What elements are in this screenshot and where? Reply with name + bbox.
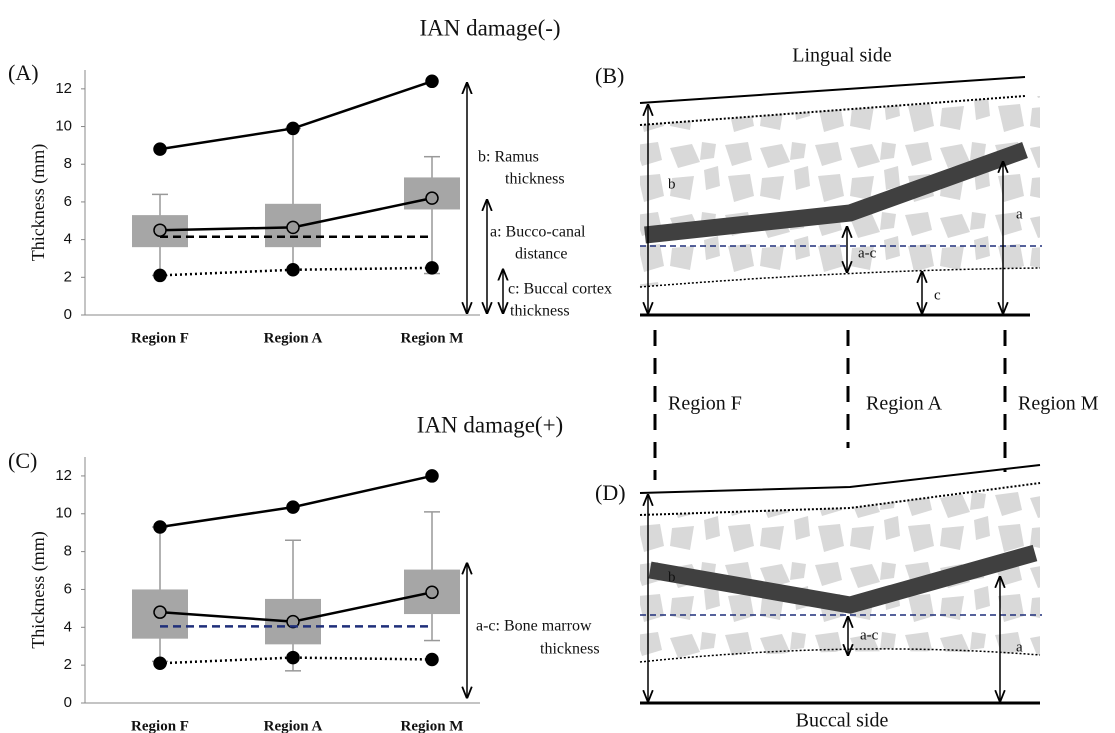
annotation: thickness — [510, 303, 570, 320]
y-tick-label: 0 — [64, 694, 72, 711]
annotation: a: Bucco-canal — [490, 224, 586, 241]
marker — [426, 653, 438, 665]
y-tick-label: 4 — [64, 618, 72, 635]
dim-label: b — [668, 569, 676, 585]
y-tick-label: 12 — [55, 80, 72, 97]
dim-label: a-c — [858, 245, 877, 261]
y-tick-label: 12 — [55, 467, 72, 484]
y-tick-label: 6 — [64, 193, 72, 210]
dim-label: a — [1016, 206, 1023, 222]
bone-texture — [630, 90, 1050, 290]
marker — [426, 586, 438, 598]
region-label: Region M — [1018, 393, 1099, 415]
annotation: thickness — [505, 171, 565, 188]
annotation: distance — [515, 246, 567, 263]
marker — [287, 221, 299, 233]
x-tick-label: Region F — [131, 718, 189, 733]
x-tick-label: Region A — [264, 330, 323, 346]
region-label: Region A — [866, 393, 943, 415]
marker — [154, 606, 166, 618]
y-axis-label: Thickness (mm) — [28, 144, 49, 261]
chart-title: IAN damage(-) — [419, 15, 560, 40]
chart-title: IAN damage(+) — [417, 412, 563, 437]
panel-label: (C) — [8, 448, 37, 473]
marker — [426, 262, 438, 274]
panel-label: (A) — [8, 60, 39, 85]
side-label: Buccal side — [796, 710, 889, 732]
marker — [154, 269, 166, 281]
y-tick-label: 6 — [64, 580, 72, 597]
y-tick-label: 4 — [64, 231, 72, 248]
marker — [426, 75, 438, 87]
marker — [287, 652, 299, 664]
marker — [287, 501, 299, 513]
marker — [154, 521, 166, 533]
y-tick-label: 8 — [64, 155, 72, 172]
x-tick-label: Region M — [401, 718, 464, 733]
region-label: Region F — [668, 393, 742, 415]
annotation: b: Ramus — [478, 149, 539, 166]
y-tick-label: 10 — [55, 118, 72, 135]
series-line — [160, 81, 432, 149]
outline — [640, 77, 1025, 103]
annotation: c: Buccal cortex — [508, 281, 612, 298]
figure: IAN damage(-) IAN damage(+) (A) (C) (B) … — [0, 0, 1115, 733]
marker — [154, 657, 166, 669]
panel-label: (D) — [595, 480, 626, 505]
dim-label: b — [668, 176, 676, 192]
x-tick-label: Region F — [131, 330, 189, 346]
x-tick-label: Region A — [264, 718, 323, 733]
panel-label: (B) — [595, 63, 624, 88]
marker — [154, 224, 166, 236]
annotation: a-c: Bone marrow — [476, 618, 592, 635]
regions: Region F Region A Region M — [655, 330, 1099, 480]
y-tick-label: 10 — [55, 505, 72, 522]
y-tick-label: 8 — [64, 543, 72, 560]
y-tick-label: 0 — [64, 306, 72, 323]
marker — [287, 122, 299, 134]
marker — [426, 470, 438, 482]
dim-label: a-c — [860, 627, 879, 643]
side-label: Lingual side — [792, 45, 892, 67]
y-tick-label: 2 — [64, 268, 72, 285]
x-tick-label: Region M — [401, 330, 464, 346]
y-tick-label: 2 — [64, 656, 72, 673]
diagram-b: (B) Lingual side b a a-c c — [595, 45, 1050, 315]
outline — [640, 465, 1040, 493]
marker — [154, 143, 166, 155]
marker — [287, 264, 299, 276]
annotation: thickness — [540, 641, 600, 658]
y-axis-label: Thickness (mm) — [28, 531, 49, 648]
dim-label: c — [934, 287, 941, 303]
diagram-d: (D) Buccal side b a a-c — [595, 465, 1050, 732]
marker — [426, 192, 438, 204]
dim-label: a — [1016, 639, 1023, 655]
